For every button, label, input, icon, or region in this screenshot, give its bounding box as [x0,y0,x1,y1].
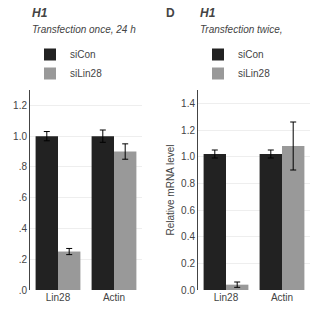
svg-text:0.0: 0.0 [181,285,195,296]
svg-text:Relative mRNA level: Relative mRNA level [165,144,176,235]
svg-text:0.8: 0.8 [181,178,195,189]
svg-text:.8: .8 [19,161,28,172]
svg-text:0.2: 0.2 [181,258,195,269]
svg-text:siLin28: siLin28 [70,68,102,79]
svg-text:.2: .2 [19,254,28,265]
svg-text:.0: .0 [19,285,28,296]
svg-text:.6: .6 [19,192,28,203]
svg-text:0.4: 0.4 [181,231,195,242]
svg-text:Actin: Actin [103,292,125,303]
svg-text:1.2: 1.2 [181,125,195,136]
svg-text:D: D [166,6,175,20]
svg-text:siCon: siCon [238,49,264,60]
svg-text:Lin28: Lin28 [46,292,71,303]
svg-text:1.4: 1.4 [181,98,195,109]
svg-text:H1: H1 [32,6,48,20]
svg-text:siCon: siCon [70,49,96,60]
svg-text:1.2: 1.2 [13,100,27,111]
svg-text:H1: H1 [200,6,216,20]
svg-text:Transfection twice,: Transfection twice, [200,24,283,35]
svg-text:Actin: Actin [271,292,293,303]
svg-text:1.0: 1.0 [13,131,27,142]
svg-text:siLin28: siLin28 [238,68,270,79]
svg-text:1.0: 1.0 [181,151,195,162]
svg-text:Lin28: Lin28 [214,292,239,303]
svg-text:.4: .4 [19,223,28,234]
svg-text:0.6: 0.6 [181,205,195,216]
svg-text:Transfection once, 24 h: Transfection once, 24 h [32,24,136,35]
